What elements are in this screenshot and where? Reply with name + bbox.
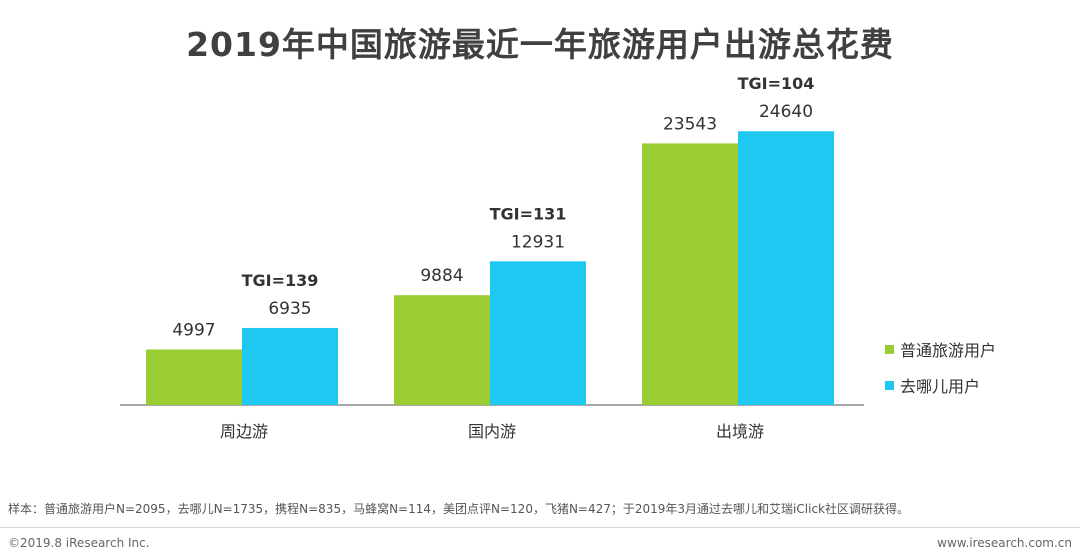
- legend-swatch-series1: [885, 344, 894, 354]
- data-label-1-3: 23543: [663, 114, 717, 134]
- bar-2-1: [242, 327, 338, 405]
- chart-title: 2019年中国旅游最近一年旅游用户出游总花费: [186, 25, 894, 64]
- data-label-2-1: 6935: [268, 299, 311, 319]
- tgi-annotation-3: TGI=104: [738, 74, 815, 93]
- bar-1-2: [394, 295, 490, 405]
- data-label-2-2: 12931: [511, 232, 565, 252]
- copyright: ©2019.8 iResearch Inc.: [8, 536, 150, 550]
- bar-2-3: [738, 131, 834, 405]
- data-label-2-3: 24640: [759, 102, 813, 122]
- category-label-1: 周边游: [220, 422, 268, 441]
- data-label-1-2: 9884: [420, 266, 463, 286]
- tgi-annotation-2: TGI=131: [490, 204, 567, 223]
- legend: 普通旅游用户 去哪儿用户: [885, 338, 996, 410]
- bar-1-1: [146, 349, 242, 405]
- website-url: www.iresearch.com.cn: [937, 536, 1072, 550]
- footer-divider: [0, 527, 1080, 528]
- sample-note: 样本：普通旅游用户N=2095，去哪儿N=1735，携程N=835，马蜂窝N=1…: [8, 502, 909, 516]
- tgi-annotation-1: TGI=139: [242, 271, 319, 290]
- bar-chart: 4997 6935 周边游 TGI=139 9884 12931 国内游 TGI=131 235…: [120, 74, 864, 441]
- legend-item-series2: 去哪儿用户: [885, 374, 996, 396]
- legend-label-series2: 去哪儿用户: [900, 377, 981, 396]
- bar-2-2: [490, 261, 586, 405]
- category-label-3: 出境游: [716, 422, 764, 441]
- legend-swatch-series2: [885, 380, 894, 390]
- legend-item-series1: 普通旅游用户: [885, 338, 996, 360]
- category-label-2: 国内游: [468, 422, 516, 441]
- bar-1-3: [642, 143, 738, 405]
- legend-label-series1: 普通旅游用户: [900, 341, 997, 360]
- data-label-1-1: 4997: [172, 320, 215, 340]
